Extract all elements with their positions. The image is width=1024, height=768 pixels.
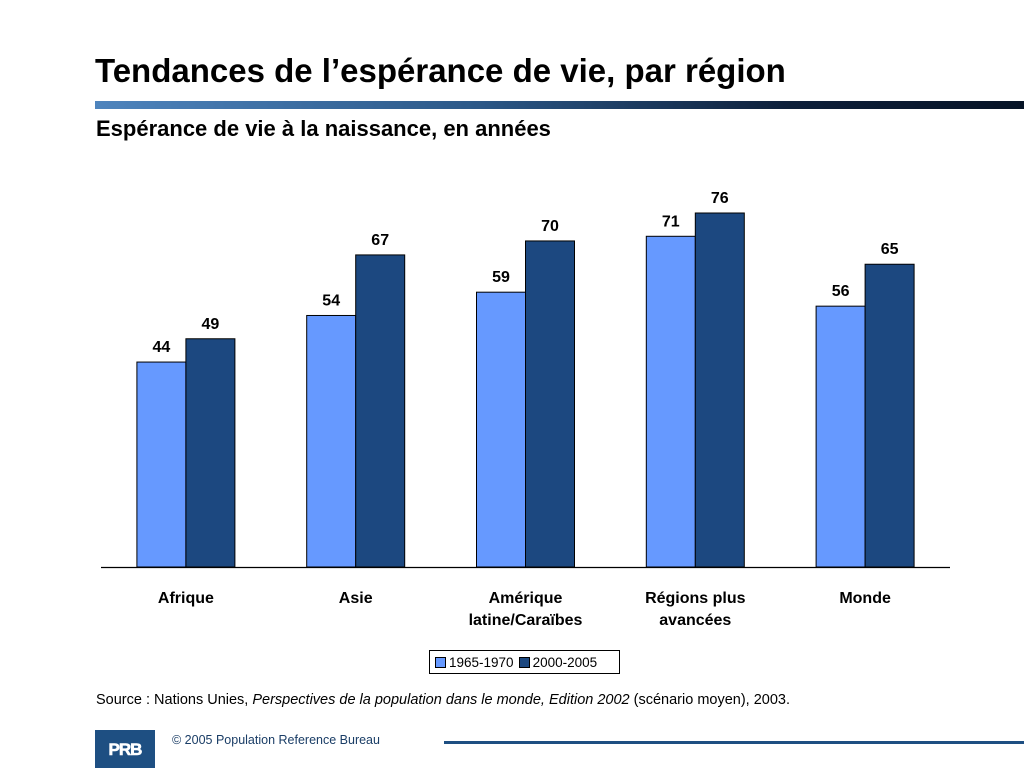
bar-3-series-1 (476, 291, 526, 568)
bar-4-series-2 (694, 212, 745, 568)
legend-item-series-1: 1965-1970 (435, 655, 514, 670)
footer-rule (444, 741, 1024, 744)
bar-1-series-2 (185, 338, 236, 568)
bar-1-series-1 (136, 361, 187, 568)
bar-5-series-2 (864, 263, 915, 568)
prb-logo-text: PRB (109, 740, 143, 759)
data-label-1-series-2: 49 (202, 316, 220, 333)
data-label-3-series-1: 59 (492, 269, 510, 286)
chart-legend: 1965-1970 2000-2005 (429, 650, 620, 674)
data-label-3-series-2: 70 (541, 218, 559, 235)
source-prefix: Source : Nations Unies, (96, 692, 253, 708)
legend-label-series-2: 2000-2005 (532, 654, 598, 670)
bar-5-series-1 (815, 305, 866, 568)
legend-item-series-2: 2000-2005 (518, 654, 598, 670)
chart-subtitle: Espérance de vie à la naissance, en anné… (96, 116, 551, 141)
copyright-text: © 2005 Population Reference Bureau (172, 733, 380, 747)
category-label-3-line-1: Amérique (489, 590, 563, 607)
category-label-2: Asie (339, 590, 373, 607)
source-note: Source : Nations Unies, Perspectives de … (96, 692, 790, 708)
legend-label-series-1: 1965-1970 (449, 654, 514, 670)
category-label-4-line-1: Régions plus (645, 590, 746, 607)
category-label-4-line-2: avancées (659, 612, 731, 629)
data-label-1-series-1: 44 (153, 339, 171, 356)
bar-2-series-2 (355, 254, 406, 568)
bar-4-series-1 (645, 235, 696, 568)
bar-chart: 44 49 Afrique 54 67 Asie 59 70 Amérique latine/Ca… (101, 190, 950, 629)
data-label-2-series-2: 67 (371, 232, 389, 249)
title-rule (95, 101, 1024, 109)
data-label-5-series-1: 56 (832, 283, 850, 300)
prb-logo: PRB (95, 730, 155, 768)
page-title: Tendances de l’espérance de vie, par rég… (95, 52, 786, 89)
data-label-4-series-2: 76 (711, 190, 729, 207)
legend-swatch-series-1 (435, 656, 446, 668)
category-label-3-line-2: latine/Caraïbes (469, 612, 583, 629)
source-publication: Perspectives de la population dans le mo… (252, 692, 630, 708)
bar-3-series-2 (525, 240, 575, 568)
legend-swatch-series-2 (518, 656, 530, 668)
bar-2-series-1 (306, 314, 357, 568)
data-label-2-series-1: 54 (322, 292, 340, 309)
category-label-1: Afrique (158, 590, 214, 607)
prb-logo-mark: PRB (108, 740, 143, 760)
source-suffix: (scénario moyen), 2003. (629, 692, 791, 708)
data-label-4-series-1: 71 (662, 213, 680, 230)
data-label-5-series-2: 65 (881, 241, 899, 258)
category-label-5: Monde (839, 590, 891, 607)
